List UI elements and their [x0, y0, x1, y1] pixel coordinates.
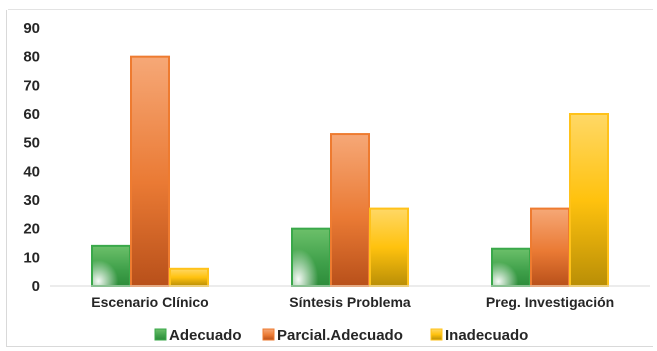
x-axis: Escenario Clínico Síntesis Problema Preg. … [50, 285, 650, 310]
x-category-label: Escenario Clínico [91, 294, 208, 310]
bar-inadecuado-1 [369, 207, 409, 288]
bar-parcial-adecuado-2 [530, 207, 570, 288]
y-tick-label: 70 [23, 77, 40, 94]
legend-label: Inadecuado [445, 327, 528, 344]
legend: Adecuado Parcial.Adecuado Inadecuado [154, 327, 528, 344]
y-tick-label: 0 [32, 278, 40, 295]
bar-parcial-adecuado-0 [130, 55, 170, 287]
chart-frame [6, 10, 653, 347]
y-axis: 0 10 20 30 40 50 60 70 80 90 [23, 20, 40, 295]
bars-group [91, 55, 609, 288]
y-tick-label: 20 [23, 221, 40, 238]
y-tick-label: 30 [23, 192, 40, 209]
y-tick-label: 40 [23, 163, 40, 180]
y-tick-label: 10 [23, 249, 40, 266]
legend-label: Parcial.Adecuado [277, 327, 403, 344]
bar-highlight [93, 246, 129, 285]
y-tick-label: 60 [23, 106, 40, 123]
legend-swatch-parcial-adecuado [262, 328, 275, 341]
x-category-label: Síntesis Problema [289, 294, 411, 310]
bar-highlight [293, 229, 329, 285]
chart-top-border [8, 9, 653, 10]
legend-label: Adecuado [169, 327, 242, 344]
bar-parcial-adecuado-1 [330, 133, 370, 287]
x-category-label: Preg. Investigación [486, 294, 614, 310]
y-tick-label: 80 [23, 49, 40, 66]
y-tick-label: 50 [23, 135, 40, 152]
legend-swatch-adecuado [154, 328, 167, 341]
legend-swatch-inadecuado [430, 328, 443, 341]
bar-highlight [493, 249, 529, 285]
y-tick-label: 90 [23, 20, 40, 37]
bar-inadecuado-2 [569, 113, 609, 287]
bar-inadecuado-0 [169, 267, 209, 287]
